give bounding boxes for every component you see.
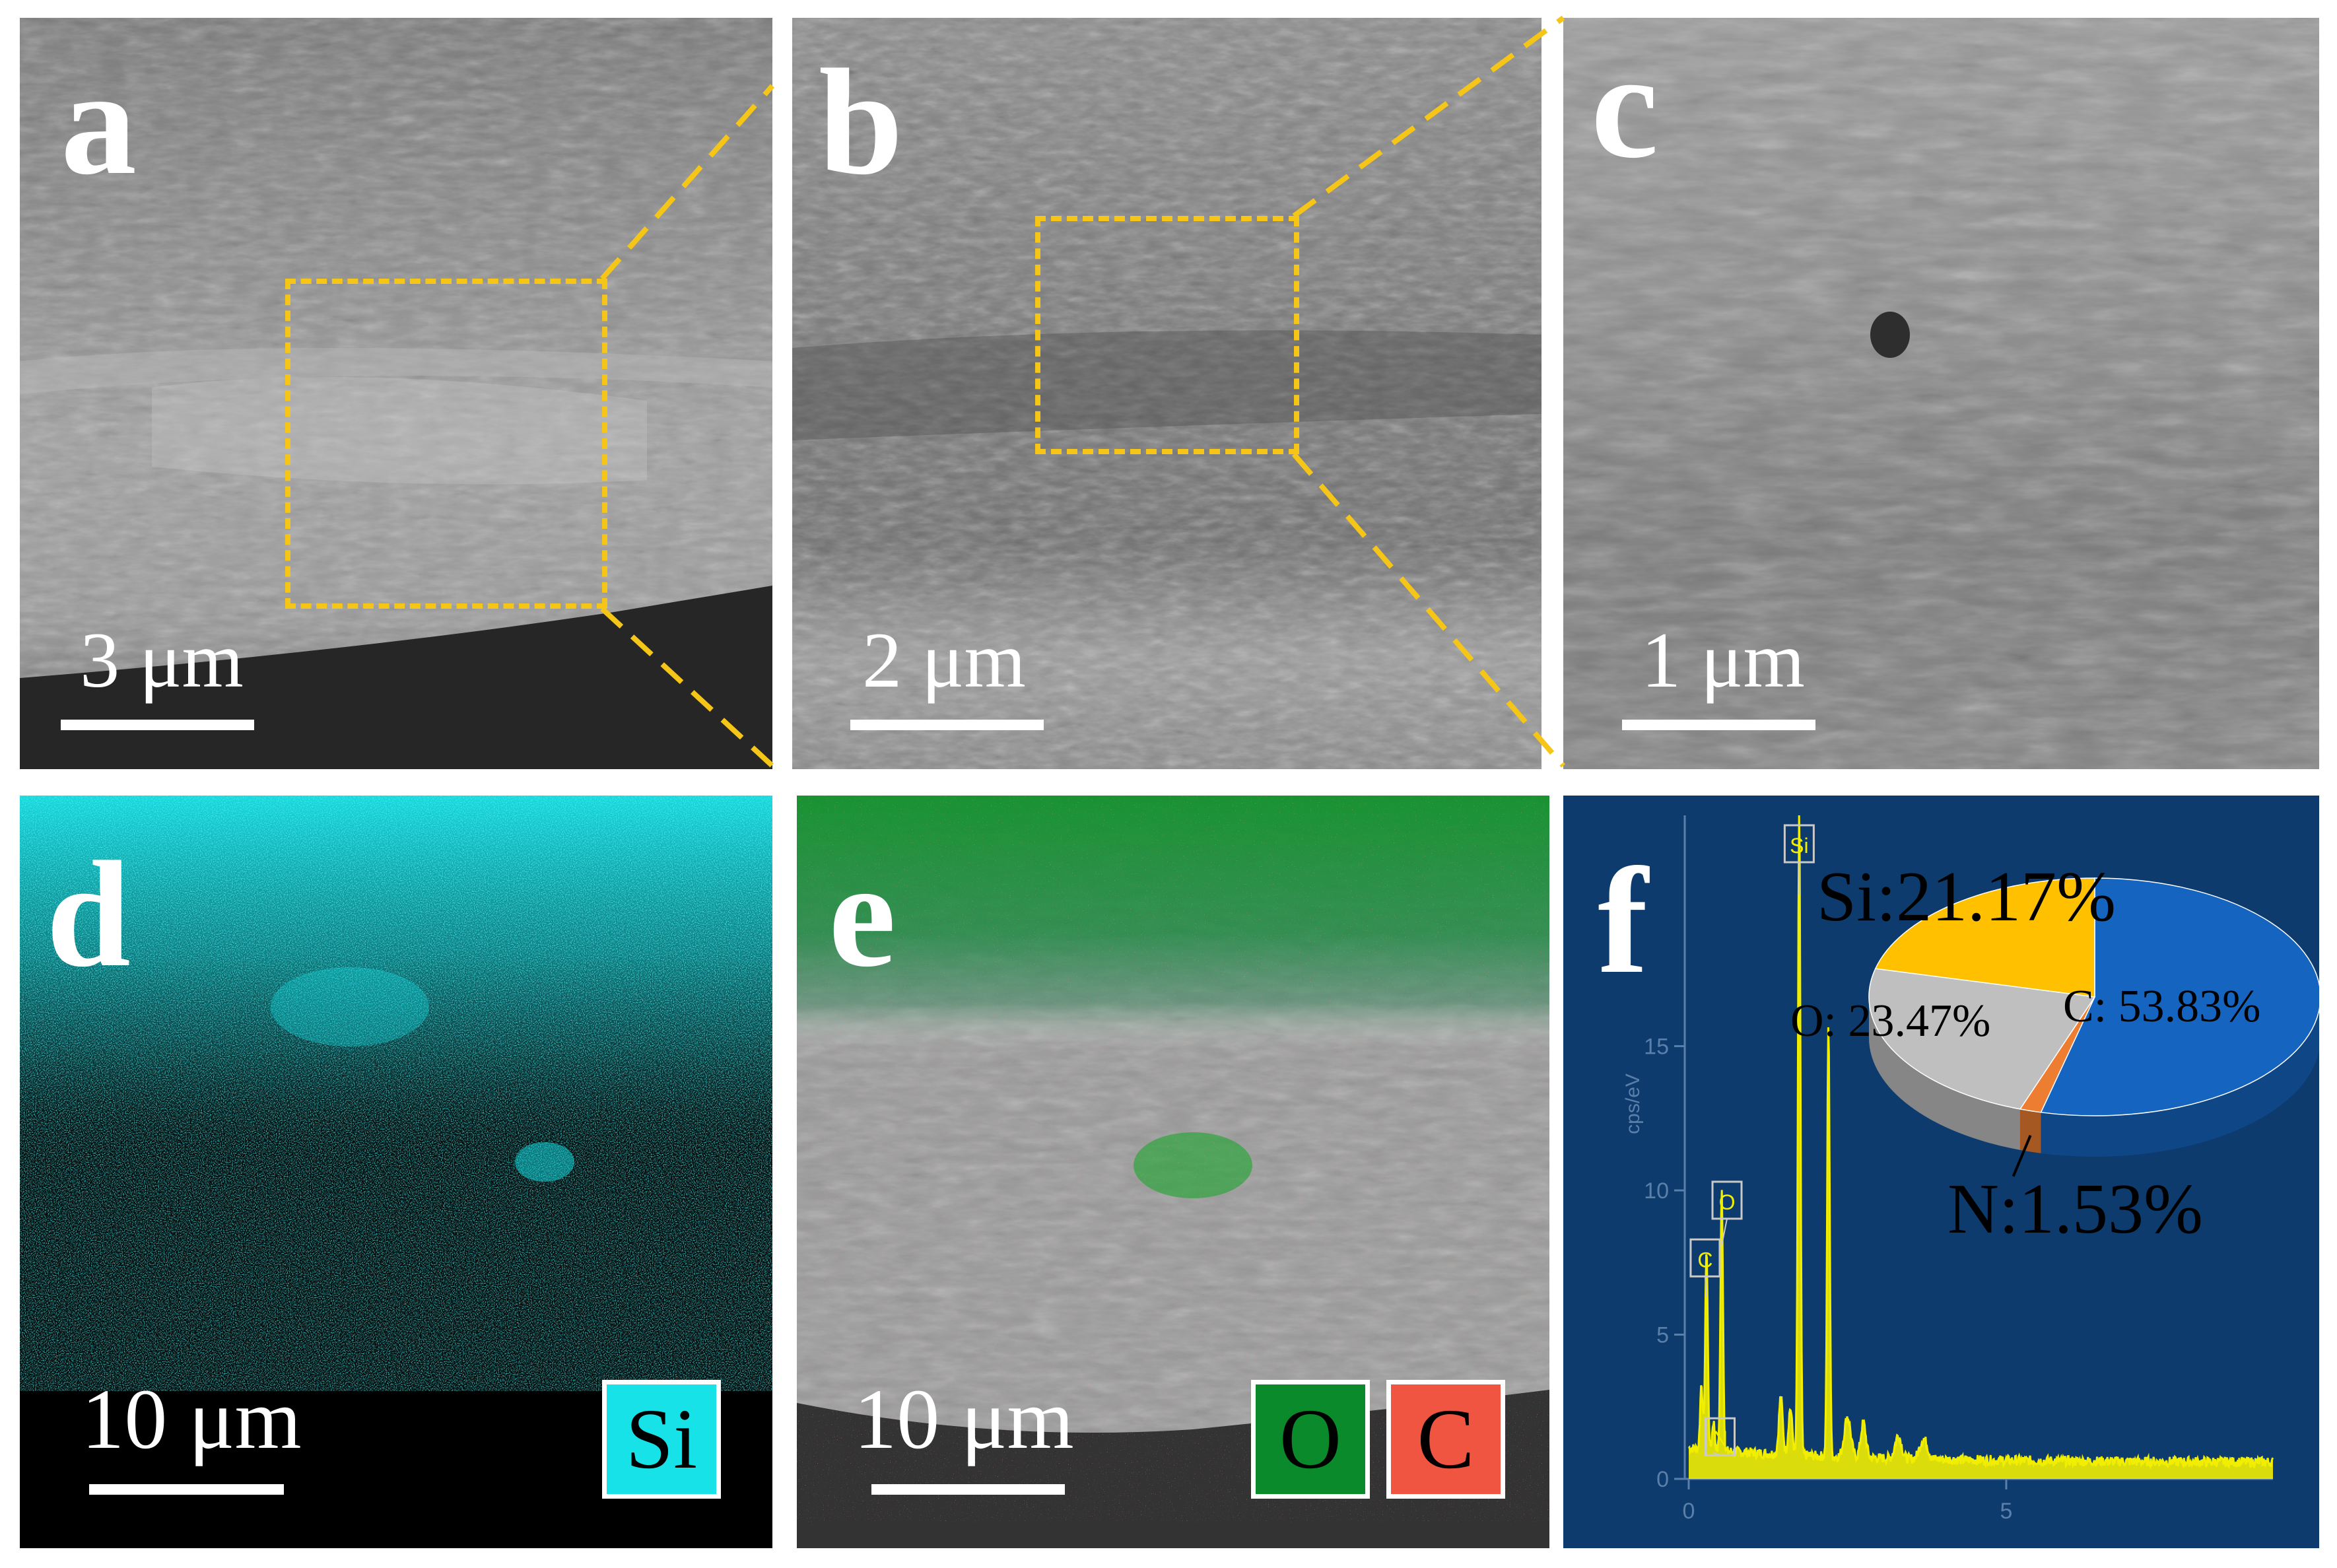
y-axis-label: cps/eV — [1622, 1074, 1644, 1134]
zoom-box-b — [1035, 216, 1299, 454]
x-tick-label: 5 — [2000, 1499, 2013, 1524]
peak-tag-leader-o — [1721, 1218, 1728, 1246]
pie-side-o — [1869, 997, 2020, 1150]
panel-label-b: b — [819, 38, 903, 206]
scale-bar-e — [871, 1484, 1065, 1495]
pie-label-si: Si:21.17% — [1817, 858, 2117, 936]
peak-tag-o: O — [1719, 1190, 1736, 1214]
scale-text-e: 10 μm — [854, 1372, 1074, 1467]
scale-bar-d — [89, 1484, 284, 1495]
pie-slice-si — [1874, 877, 2095, 998]
panel-label-c: c — [1591, 21, 1659, 189]
panel-label-d: d — [46, 830, 131, 998]
legend-chip-c: C — [1386, 1380, 1505, 1499]
pie-side-n — [2019, 1108, 2041, 1153]
pie-leader-n — [2012, 1134, 2032, 1177]
sem-image-c — [1563, 18, 2319, 769]
peak-tag-leader-c — [1704, 1276, 1707, 1297]
pie-slice-c — [2040, 877, 2319, 1116]
panel-label-f: f — [1598, 836, 1648, 1005]
eds-map-panel-d — [20, 796, 772, 1548]
legend-chip-si: Si — [602, 1380, 721, 1499]
eds-spectrum-chart: 0 5 10 15 0 5 cps/eV C N O Si — [1622, 815, 2319, 1524]
peak-tag-c: C — [1697, 1248, 1712, 1272]
y-tick-label: 0 — [1656, 1467, 1669, 1492]
pie-side-c — [2041, 1009, 2319, 1157]
pie-label-o: O: 23.47% — [1790, 996, 1991, 1046]
y-tick-label: 10 — [1644, 1178, 1669, 1204]
pie-slice-o — [1868, 968, 2096, 1110]
zoom-box-a — [285, 279, 607, 609]
scale-text-c: 1 μm — [1641, 616, 1805, 704]
peak-tag-box-n — [1705, 1417, 1736, 1456]
spectrum-line — [1687, 815, 2274, 1470]
scale-text-b: 2 μm — [862, 616, 1026, 704]
scale-bar-c — [1622, 720, 1815, 730]
scale-text-a: 3 μm — [80, 616, 244, 704]
x-tick-label: 0 — [1683, 1499, 1695, 1524]
legend-chip-o: O — [1251, 1380, 1370, 1499]
peak-tag-leader-n — [1713, 1452, 1720, 1456]
scale-bar-a — [61, 720, 254, 730]
pie-label-n: N:1.53% — [1948, 1170, 2203, 1248]
y-tick-label: 5 — [1656, 1323, 1669, 1348]
peak-tag-n: N — [1712, 1427, 1728, 1450]
oc-map-image — [797, 796, 1549, 1548]
eds-spectrum-panel-f: 0 5 10 15 0 5 cps/eV C N O Si — [1563, 796, 2319, 1548]
scale-text-d: 10 μm — [81, 1372, 302, 1467]
scale-bar-b — [850, 720, 1044, 730]
eds-map-panel-e — [797, 796, 1549, 1548]
panel-label-a: a — [61, 38, 137, 206]
sem-panel-c — [1563, 18, 2319, 769]
y-tick-label: 15 — [1644, 1035, 1669, 1060]
pie-label-c: C: 53.83% — [2063, 981, 2261, 1032]
panel-label-e: e — [829, 830, 897, 998]
si-map-image — [20, 796, 772, 1548]
peak-tag-si: Si — [1790, 834, 1808, 858]
